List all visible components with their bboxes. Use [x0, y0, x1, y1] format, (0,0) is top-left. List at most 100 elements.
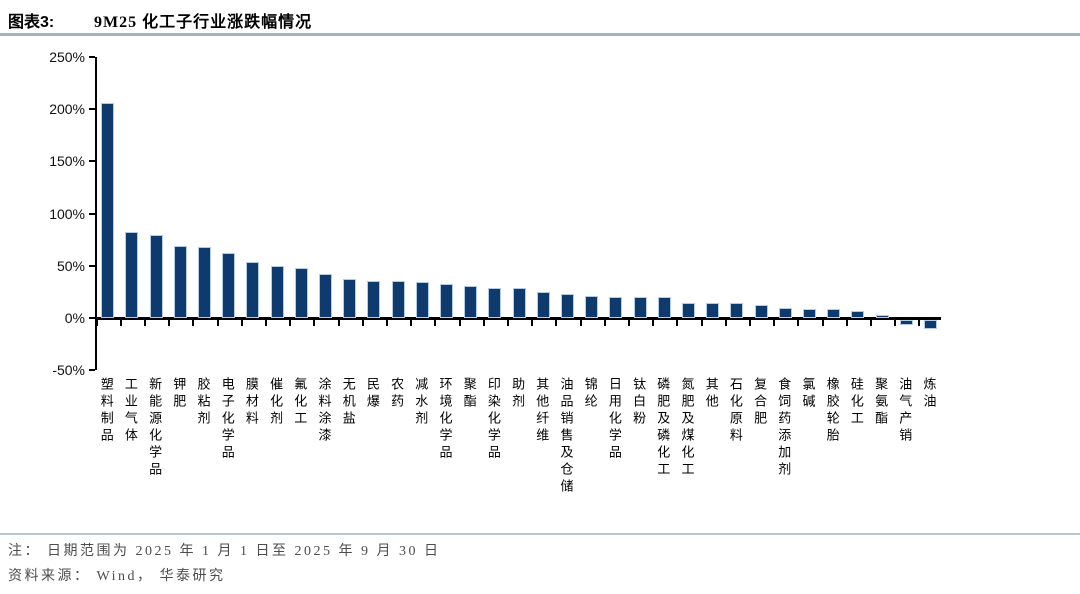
x-axis-tick: [482, 320, 485, 326]
bar-聚酯: [464, 285, 478, 318]
x-axis-tick: [410, 320, 413, 326]
x-axis-tick: [845, 320, 848, 326]
x-axis-label: 膜材料: [243, 377, 259, 428]
x-axis-label: 新能源化学品: [147, 377, 163, 479]
x-axis-tick: [579, 320, 582, 326]
bar-民爆: [367, 281, 381, 318]
x-axis-label: 复合肥: [752, 377, 768, 428]
x-axis-tick: [749, 320, 751, 326]
y-axis-line: [95, 57, 97, 370]
x-axis-label: 聚酯: [461, 377, 477, 411]
x-axis-tick: [700, 320, 703, 326]
y-axis-tick: [89, 264, 95, 267]
x-axis-label: 民爆: [364, 377, 380, 411]
x-axis-tick: [724, 320, 727, 326]
y-axis-label: 150%: [49, 153, 85, 170]
bar-食饲药添加剂: [778, 307, 792, 318]
x-axis-line: [95, 317, 941, 320]
x-axis-label: 石化原料: [727, 377, 743, 445]
bar-锦纶: [585, 296, 599, 318]
x-axis-tick: [918, 320, 921, 326]
bar-钛白粉: [633, 297, 647, 318]
bar-涂料涂漆: [319, 274, 332, 318]
x-axis-label: 塑料制品: [98, 377, 114, 445]
x-axis-tick: [313, 320, 316, 326]
x-axis-label: 电子化学品: [219, 377, 235, 462]
x-axis-tick: [216, 320, 219, 326]
bar-电子化学品: [222, 253, 236, 318]
y-axis-tick: [89, 317, 95, 319]
x-axis-tick: [870, 320, 872, 326]
bar-氯碱: [803, 308, 816, 318]
figure-header: 图表3: 9M25 化工子行业涨跌幅情况: [8, 8, 312, 32]
x-axis-tick: [531, 320, 534, 326]
x-axis-tick: [119, 320, 122, 326]
bar-磷肥及磷化工: [657, 297, 671, 318]
x-axis-label: 环境化学品: [437, 377, 453, 462]
x-axis-tick: [773, 320, 776, 326]
x-axis-tick: [821, 320, 824, 326]
bar-农药: [391, 281, 405, 318]
bar-硅化工: [851, 310, 865, 318]
bar-助剂: [512, 287, 526, 318]
x-axis-label: 硅化工: [848, 377, 864, 428]
bar-油气产销: [899, 320, 913, 326]
page-title: 9M25 化工子行业涨跌幅情况: [94, 14, 313, 31]
bar-塑料制品: [101, 102, 115, 318]
bar-日用化学品: [609, 297, 623, 318]
y-axis-tick: [89, 55, 95, 58]
x-axis-label: 无机盐: [340, 377, 356, 428]
bar-其他: [706, 303, 720, 318]
y-axis-tick: [89, 212, 95, 215]
y-axis-label: 0%: [64, 310, 85, 326]
y-axis-label: 250%: [49, 48, 85, 65]
x-axis-tick: [676, 320, 679, 326]
bar-印染化学品: [488, 287, 502, 318]
x-axis-tick: [458, 320, 461, 326]
x-axis-tick: [386, 320, 388, 326]
y-axis-tick: [89, 369, 95, 372]
x-axis-tick: [555, 320, 558, 326]
bar-新能源化学品: [149, 235, 163, 318]
x-axis-tick: [337, 320, 340, 326]
bar-胶粘剂: [198, 246, 211, 318]
figure-label: 图表3:: [8, 14, 55, 31]
title-divider: [0, 33, 1080, 36]
x-axis-label: 炼油: [921, 377, 937, 411]
x-axis-label: 锦纶: [582, 377, 598, 411]
x-axis-tick: [240, 320, 243, 326]
x-axis-tick: [265, 320, 267, 326]
bar-工业气体: [125, 232, 139, 318]
x-axis-label: 印染化学品: [485, 377, 501, 462]
y-axis-tick: [89, 160, 95, 163]
bar-橡胶轮胎: [827, 308, 841, 318]
bar-聚氨酯: [875, 314, 889, 318]
bar-炼油: [924, 320, 937, 330]
x-axis-label: 油品销售及仓储: [558, 377, 574, 496]
bar-无机盐: [343, 279, 357, 318]
y-axis-label: 50%: [56, 257, 85, 274]
x-axis-tick: [894, 320, 897, 326]
bar-复合肥: [754, 305, 768, 318]
chart-note: 注： 日期范围为 2025 年 1 月 1 日至 2025 年 9 月 30 日: [8, 544, 441, 559]
x-axis-label: 催化剂: [268, 377, 284, 428]
x-axis-tick: [144, 320, 146, 326]
x-axis-label: 氟化工: [292, 377, 308, 428]
x-axis-tick: [603, 320, 606, 326]
x-axis-label: 橡胶轮胎: [824, 377, 840, 445]
bar-石化原料: [730, 303, 744, 318]
x-axis-label: 钛白粉: [631, 377, 647, 428]
x-axis-tick: [361, 320, 364, 326]
y-axis-label: 200%: [49, 101, 85, 117]
bar-催化剂: [270, 265, 284, 318]
x-axis-label: 日用化学品: [606, 377, 622, 462]
x-axis-tick: [507, 320, 509, 326]
x-axis-tick: [289, 320, 292, 326]
x-axis-label: 其他纤维: [534, 377, 550, 445]
bar-其他纤维: [536, 291, 550, 318]
x-axis-label: 胶粘剂: [195, 377, 211, 428]
bar-油品销售及仓储: [561, 293, 574, 318]
bar-膜材料: [246, 261, 260, 318]
bar-钾肥: [173, 245, 187, 318]
